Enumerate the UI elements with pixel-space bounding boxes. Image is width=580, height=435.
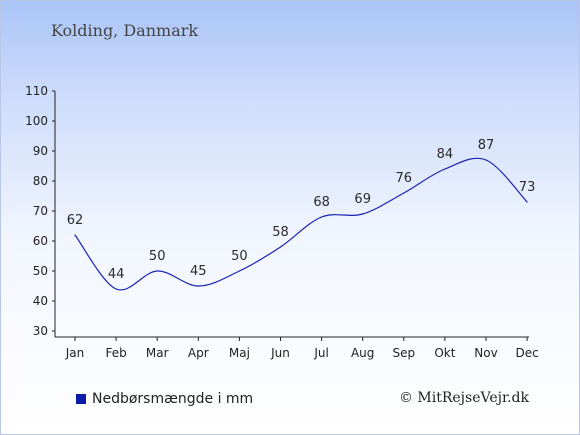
x-tick-label: Jun (270, 346, 290, 360)
y-tick-label: 110 (25, 84, 48, 98)
data-label: 84 (437, 147, 454, 162)
data-label: 58 (272, 225, 289, 240)
data-label: 87 (478, 138, 495, 153)
data-label: 45 (190, 264, 207, 279)
data-point (526, 201, 528, 203)
y-tick-label: 80 (33, 174, 48, 188)
series-layer (74, 157, 528, 291)
legend-swatch (76, 394, 86, 404)
data-point (279, 246, 282, 248)
data-point (362, 213, 364, 215)
chart-title: Kolding, Danmark (51, 21, 199, 40)
x-tick-label: Dec (515, 346, 538, 360)
y-tick-label: 60 (33, 234, 48, 248)
data-labels: 62 44 50 45 50 58 68 69 76 84 87 73 (67, 138, 536, 282)
data-point (197, 285, 199, 287)
y-tick-label: 90 (33, 144, 48, 158)
x-tick-label: Aug (351, 346, 374, 360)
series-line (74, 157, 528, 291)
data-point (156, 270, 158, 272)
x-tick-label: Apr (188, 346, 209, 360)
copyright-text: © MitRejseVejr.dk (398, 390, 529, 406)
data-label: 62 (67, 213, 84, 228)
data-label: 50 (231, 249, 248, 264)
data-label: 76 (396, 171, 413, 186)
data-point (74, 234, 76, 236)
data-label: 44 (108, 267, 125, 282)
data-label: 50 (149, 249, 166, 264)
data-point (403, 192, 405, 194)
y-tick-label: 30 (33, 324, 48, 338)
data-label: 68 (313, 195, 330, 210)
x-tick-label: Jul (313, 346, 328, 360)
y-tick-label: 70 (33, 204, 48, 218)
legend-label: Nedbørsmængde i mm (92, 391, 254, 407)
data-point (115, 288, 117, 290)
data-label: 69 (354, 192, 371, 207)
y-tick-label: 40 (33, 294, 48, 308)
x-tick-label: Okt (434, 346, 455, 360)
x-tick-label: Jan (65, 346, 85, 360)
x-tick-label: Sep (392, 346, 415, 360)
y-tick-label: 50 (33, 264, 48, 278)
data-point (238, 270, 240, 272)
x-tick-label: Nov (474, 346, 497, 360)
data-point (485, 159, 487, 161)
legend: Nedbørsmængde i mm (76, 391, 253, 407)
data-point (321, 216, 323, 218)
axes: 30 40 50 60 70 80 90 100 110 Jan Feb Mar Apr Maj Jun Ju… (25, 84, 539, 360)
data-label: 73 (519, 180, 536, 195)
data-point (444, 168, 446, 170)
x-tick-label: Feb (105, 346, 126, 360)
y-tick-label: 100 (25, 114, 48, 128)
x-tick-label: Mar (146, 346, 169, 360)
x-tick-label: Maj (229, 346, 250, 360)
